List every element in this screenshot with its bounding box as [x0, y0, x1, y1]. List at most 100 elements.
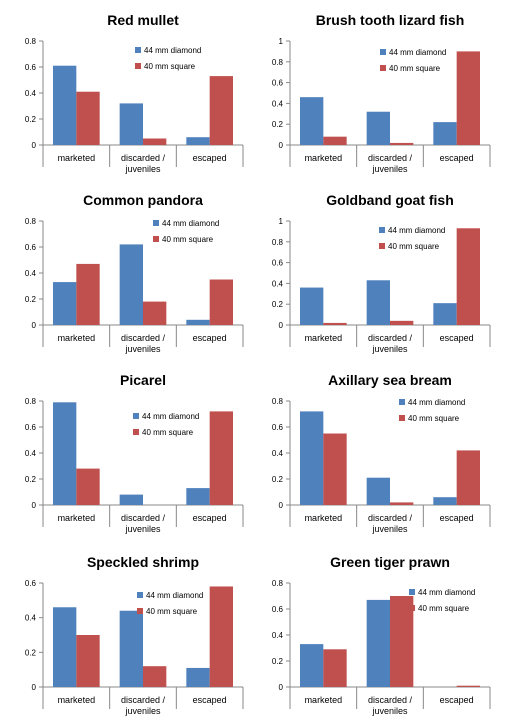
x-tick-label: discarded /	[368, 695, 413, 705]
y-tick-label: 0.6	[272, 79, 284, 88]
y-tick-label: 0	[279, 141, 284, 150]
bar-44-mm-diamond-discarded-juveniles	[119, 103, 143, 145]
x-tick-label: escaped	[440, 695, 474, 705]
y-tick-label: 0.8	[25, 397, 37, 406]
legend-label: 40 mm square	[418, 604, 470, 613]
legend-swatch	[137, 608, 143, 614]
legend-label: 40 mm square	[388, 242, 440, 251]
bar-40-mm-square-discarded-juveniles	[390, 320, 414, 325]
chart-title: Common pandora	[83, 192, 203, 208]
bar-40-mm-square-escaped	[209, 279, 233, 325]
chart-green-tiger-prawn: Green tiger prawn 0 0.2 0.4 0.6 0.8 marketed di…	[272, 554, 491, 716]
legend-label: 44 mm diamond	[418, 588, 475, 597]
y-tick-label: 0.2	[25, 475, 37, 484]
y-tick-label: 1	[279, 217, 284, 226]
bar-40-mm-square-marketed	[323, 136, 347, 145]
bar-44-mm-diamond-escaped	[186, 319, 210, 325]
x-tick-label: marketed	[305, 153, 343, 163]
x-tick-label: escaped	[193, 513, 227, 523]
x-tick-label: juveniles	[371, 706, 408, 716]
bar-44-mm-diamond-escaped	[186, 488, 210, 505]
x-tick-label: marketed	[58, 153, 96, 163]
legend-swatch	[135, 63, 141, 69]
bar-40-mm-square-discarded-juveniles	[143, 666, 167, 687]
y-tick-label: 0.4	[272, 279, 284, 288]
x-tick-label: escaped	[440, 333, 474, 343]
y-tick-label: 0	[279, 501, 284, 510]
bar-40-mm-square-marketed	[76, 468, 100, 505]
bar-40-mm-square-marketed	[323, 649, 347, 687]
y-tick-label: 0.2	[272, 120, 284, 129]
legend-swatch	[380, 49, 386, 55]
bar-44-mm-diamond-discarded-juveniles	[366, 111, 390, 145]
x-tick-label: marketed	[305, 513, 343, 523]
chart-red-mullet: Red mullet 0 0.2 0.4 0.6 0.8 marketed discarded…	[25, 12, 244, 174]
legend-swatch	[153, 220, 159, 226]
legend-label: 40 mm square	[146, 607, 198, 616]
x-tick-label: escaped	[440, 153, 474, 163]
legend-label: 44 mm diamond	[162, 219, 219, 228]
y-tick-label: 0.8	[272, 238, 284, 247]
bar-44-mm-diamond-escaped	[433, 303, 457, 325]
bar-44-mm-diamond-escaped	[433, 497, 457, 505]
x-tick-label: juveniles	[124, 164, 161, 174]
bar-40-mm-square-escaped	[209, 411, 233, 505]
y-tick-label: 0.2	[272, 300, 284, 309]
bar-40-mm-square-marketed	[323, 322, 347, 325]
legend-swatch	[379, 227, 385, 233]
legend-swatch	[380, 65, 386, 71]
bar-44-mm-diamond-marketed	[300, 97, 324, 145]
y-tick-label: 0.4	[25, 269, 37, 278]
y-tick-label: 0.4	[25, 89, 37, 98]
bar-44-mm-diamond-discarded-juveniles	[366, 280, 390, 325]
bar-40-mm-square-marketed	[76, 91, 100, 145]
bar-40-mm-square-discarded-juveniles	[390, 502, 414, 505]
y-tick-label: 0.6	[25, 423, 37, 432]
legend-label: 40 mm square	[142, 428, 194, 437]
legend-label: 40 mm square	[389, 64, 441, 73]
y-tick-label: 0.4	[272, 449, 284, 458]
bar-40-mm-square-discarded-juveniles	[390, 142, 414, 145]
bar-44-mm-diamond-marketed	[53, 402, 77, 505]
chart-picarel: Picarel 0 0.2 0.4 0.6 0.8 marketed discarded /j…	[25, 372, 244, 534]
legend-swatch	[133, 429, 139, 435]
bar-44-mm-diamond-discarded-juveniles	[366, 477, 390, 505]
x-tick-label: juveniles	[124, 344, 161, 354]
y-tick-label: 0.6	[272, 259, 284, 268]
y-tick-label: 0.6	[272, 605, 284, 614]
bar-40-mm-square-marketed	[76, 635, 100, 687]
legend-swatch	[409, 605, 415, 611]
x-tick-label: juveniles	[124, 524, 161, 534]
x-tick-label: marketed	[58, 695, 96, 705]
y-tick-label: 0.4	[272, 99, 284, 108]
y-tick-label: 0.6	[272, 423, 284, 432]
bar-44-mm-diamond-discarded-juveniles	[366, 599, 390, 687]
bar-40-mm-square-marketed	[76, 263, 100, 325]
x-tick-label: discarded /	[368, 513, 413, 523]
y-tick-label: 0	[279, 321, 284, 330]
y-tick-label: 0.2	[272, 657, 284, 666]
bar-44-mm-diamond-marketed	[300, 644, 324, 687]
bar-44-mm-diamond-escaped	[186, 667, 210, 687]
bar-40-mm-square-escaped	[209, 76, 233, 145]
y-tick-label: 0.6	[25, 63, 37, 72]
bar-44-mm-diamond-marketed	[53, 607, 77, 687]
bar-44-mm-diamond-marketed	[53, 65, 77, 145]
y-tick-label: 0	[279, 683, 284, 692]
bar-40-mm-square-escaped	[209, 586, 233, 687]
legend-swatch	[153, 236, 159, 242]
chart-title: Green tiger prawn	[330, 554, 450, 570]
bar-44-mm-diamond-marketed	[53, 282, 77, 325]
x-tick-label: discarded /	[121, 695, 166, 705]
legend-label: 44 mm diamond	[142, 412, 199, 421]
bar-44-mm-diamond-discarded-juveniles	[119, 610, 143, 687]
legend-swatch	[379, 243, 385, 249]
legend-swatch	[133, 413, 139, 419]
y-tick-label: 0.4	[25, 449, 37, 458]
x-tick-label: discarded /	[121, 513, 166, 523]
chart-speckled-shrimp: Speckled shrimp 0 0.2 0.4 0.6 marketed discard…	[25, 554, 244, 716]
bar-40-mm-square-discarded-juveniles	[143, 301, 167, 325]
y-tick-label: 1	[279, 37, 284, 46]
y-tick-label: 0.8	[272, 579, 284, 588]
